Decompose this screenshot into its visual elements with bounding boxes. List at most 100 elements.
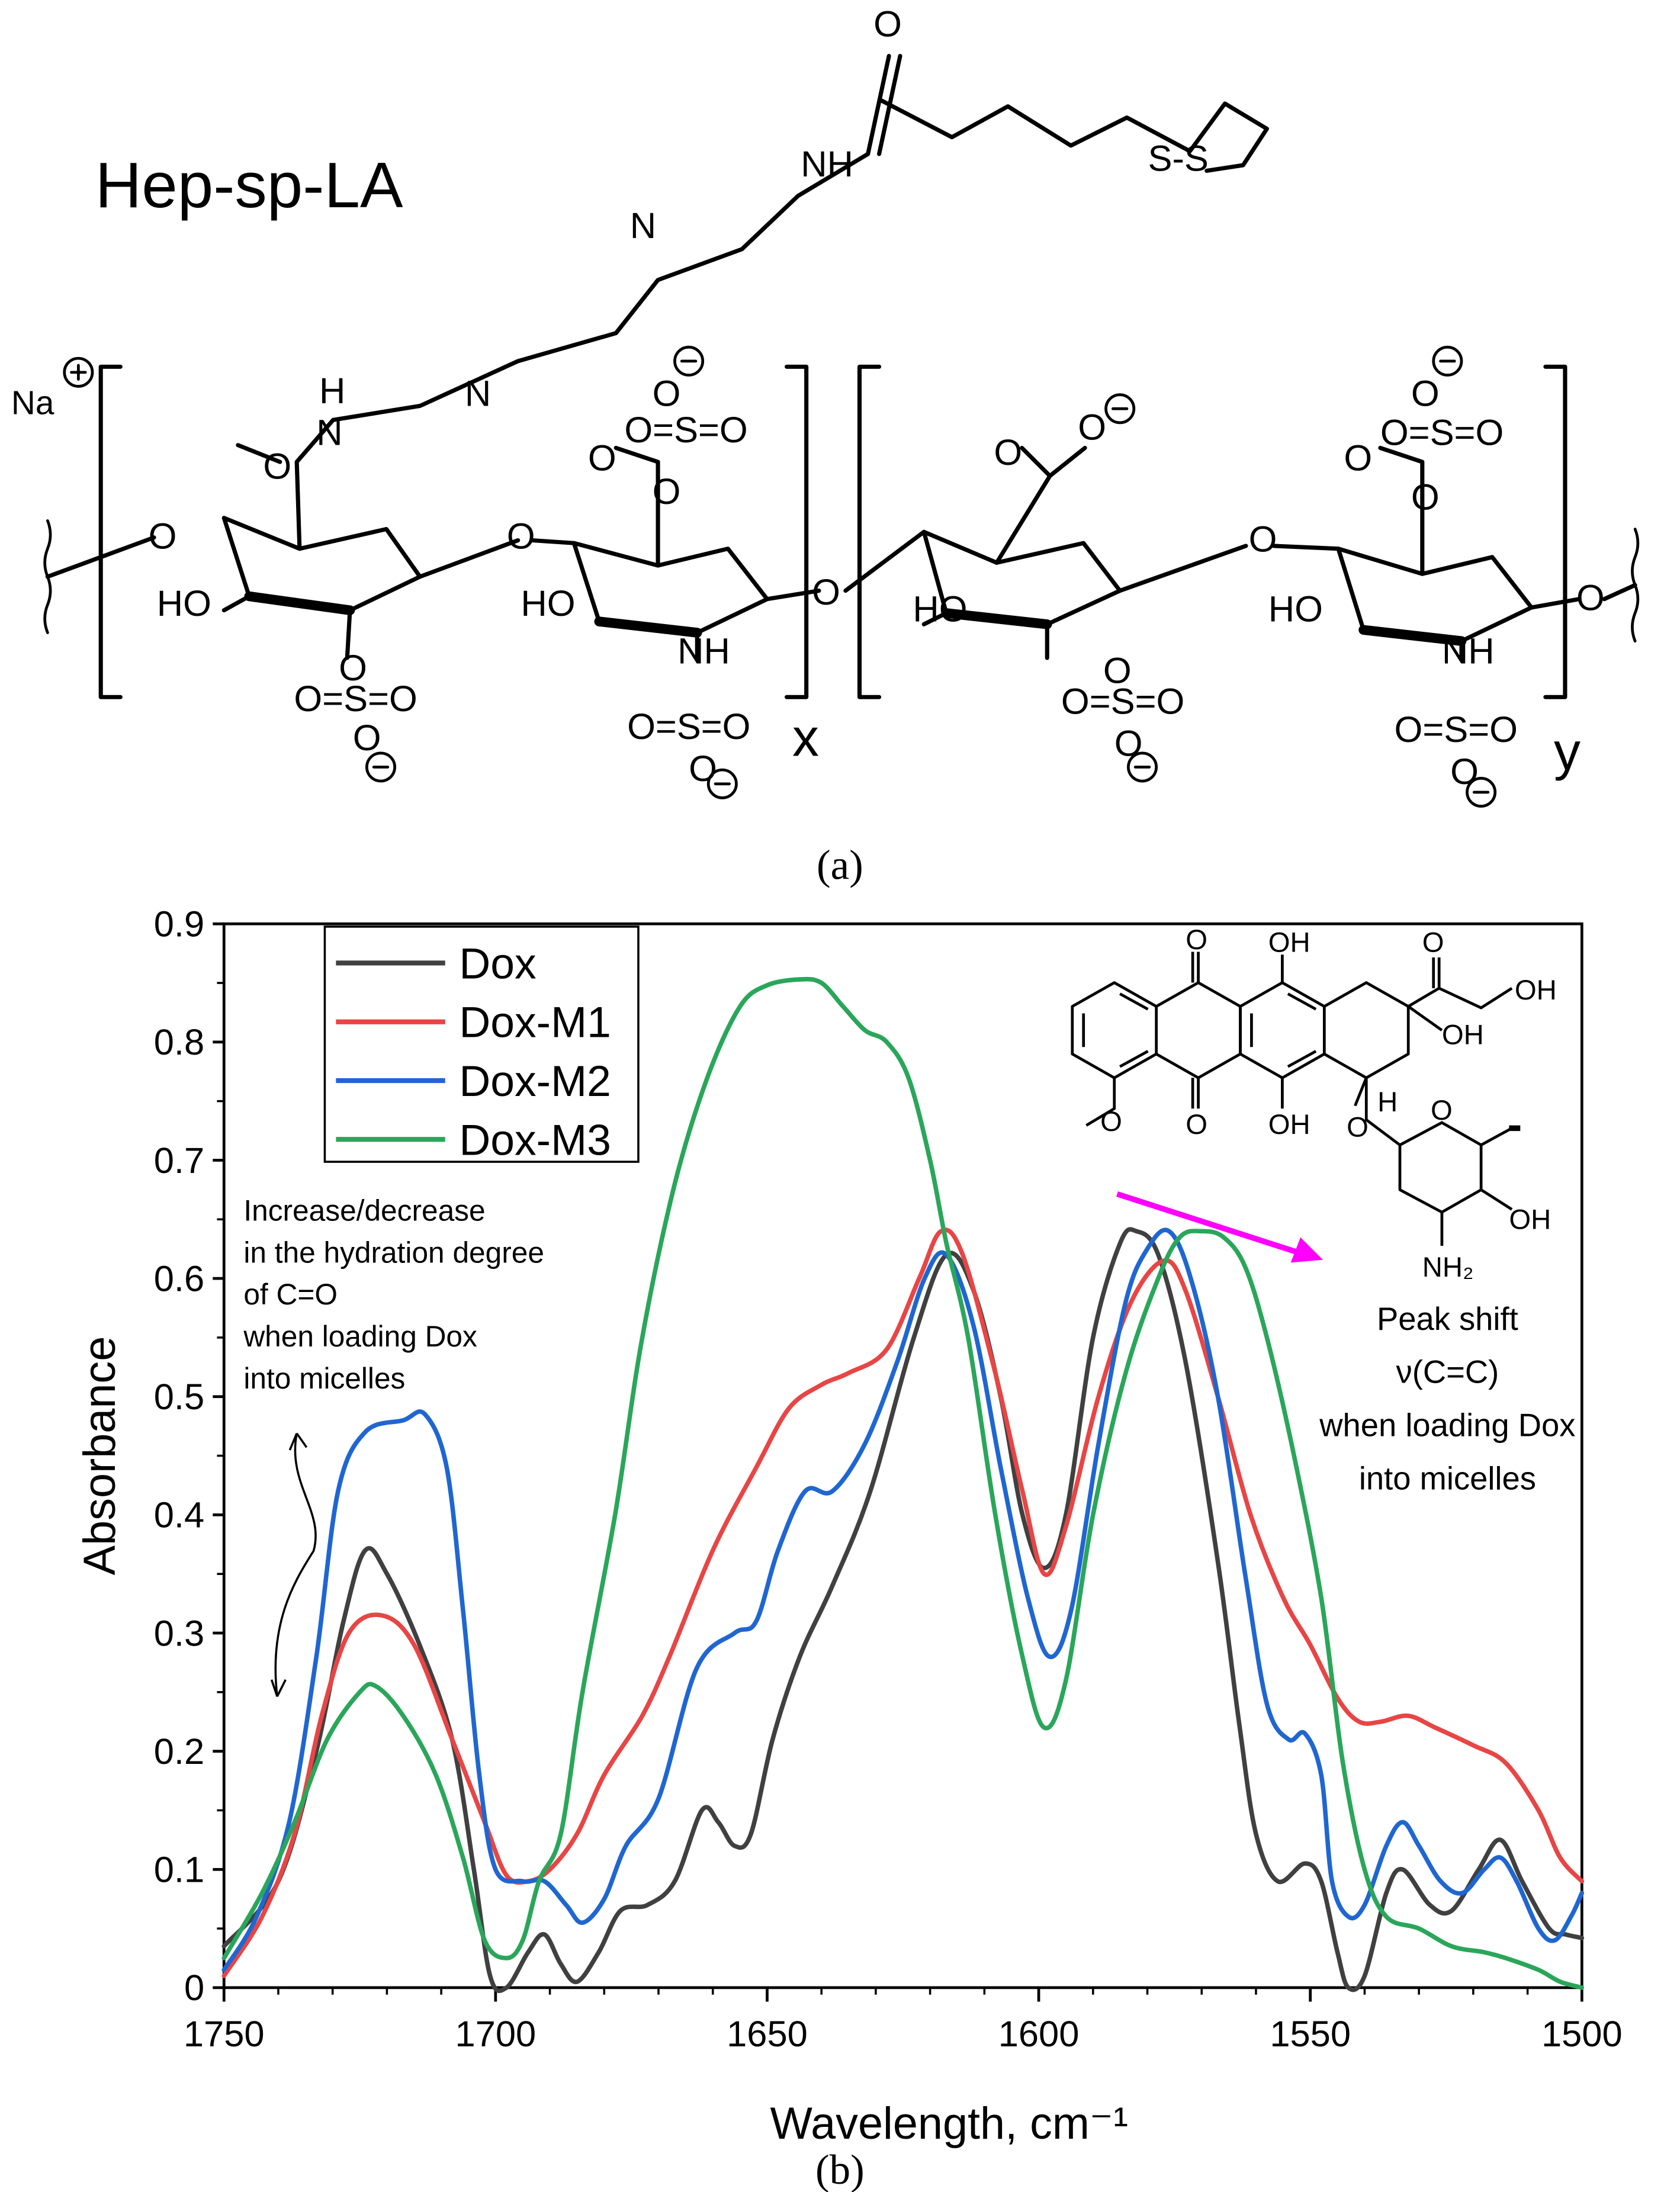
peak-shift-arrow bbox=[1116, 1191, 1300, 1256]
plus-charge-icon bbox=[63, 356, 94, 388]
legend-label: Dox bbox=[459, 939, 536, 988]
svg-text:H: H bbox=[1377, 1087, 1398, 1118]
bracket-left-1 bbox=[98, 364, 123, 699]
svg-text:O: O bbox=[653, 374, 681, 414]
svg-text:O: O bbox=[812, 572, 840, 613]
svg-text:O: O bbox=[1100, 1106, 1122, 1137]
svg-text:HO: HO bbox=[913, 589, 967, 630]
x-tick-label: 1750 bbox=[184, 2014, 265, 2055]
series-group bbox=[221, 976, 1585, 1993]
x-tick-label: 1700 bbox=[455, 2014, 536, 2055]
svg-text:N: N bbox=[316, 413, 342, 454]
svg-text:O: O bbox=[1347, 1112, 1369, 1143]
negative-charge-icons bbox=[365, 345, 1497, 808]
curved-double-arrow-icon bbox=[274, 1433, 317, 1697]
svg-text:O: O bbox=[1422, 927, 1444, 959]
hydration-annotation: Increase/decrease in the hydration degree… bbox=[243, 1194, 544, 1395]
hydration-text-line: of C=O bbox=[243, 1278, 338, 1311]
svg-text:O: O bbox=[689, 748, 717, 789]
svg-text:NH: NH bbox=[1442, 631, 1495, 672]
y-tick-label: 0.1 bbox=[154, 1850, 204, 1891]
svg-text:O: O bbox=[1114, 724, 1143, 764]
caption-a: (a) bbox=[817, 843, 863, 889]
bracket-right-1 bbox=[785, 364, 809, 699]
y-tick-label: 0.7 bbox=[154, 1140, 204, 1181]
x-tick-label: 1650 bbox=[727, 2014, 808, 2055]
svg-text:OH: OH bbox=[1442, 1020, 1484, 1051]
svg-text:N: N bbox=[465, 374, 491, 414]
peak-shift-text-line: when loading Dox bbox=[1319, 1407, 1575, 1443]
svg-text:O: O bbox=[339, 648, 367, 689]
svg-text:N: N bbox=[630, 205, 656, 246]
y-tick-label: 0.8 bbox=[154, 1022, 204, 1063]
x-axis-ticks: 1750 1700 1650 1600 1550 1500 bbox=[184, 1987, 1623, 2055]
x-tick-label: 1550 bbox=[1270, 2014, 1351, 2055]
panel-b-chart: 0 0.1 0.2 0.3 0.4 0.5 0.6 0.7 0.8 0.9 1750 1700 165… bbox=[75, 904, 1623, 2192]
y-tick-label: 0 bbox=[184, 1968, 204, 2008]
x-tick-label: 1600 bbox=[998, 2014, 1080, 2055]
series-line-dox bbox=[221, 1227, 1585, 1993]
series-line-dox-m2 bbox=[221, 1227, 1585, 1972]
hydration-text-line: into micelles bbox=[243, 1362, 405, 1395]
svg-text:O: O bbox=[1411, 477, 1440, 518]
y-tick-label: 0.9 bbox=[154, 904, 204, 945]
svg-text:O: O bbox=[263, 446, 291, 487]
hydration-text-line: Increase/decrease bbox=[243, 1194, 485, 1227]
svg-text:HO: HO bbox=[521, 583, 575, 624]
svg-text:O: O bbox=[1344, 438, 1372, 478]
svg-text:OH: OH bbox=[1515, 975, 1557, 1006]
caption-b: (b) bbox=[815, 2147, 865, 2192]
svg-text:NH₂: NH₂ bbox=[1422, 1252, 1474, 1283]
sugar-ring-1 bbox=[221, 54, 1269, 660]
counterion-label: Na bbox=[11, 385, 54, 422]
peak-shift-text-line: into micelles bbox=[1359, 1460, 1536, 1496]
svg-text:O=S=O: O=S=O bbox=[624, 410, 747, 451]
repeat-label-x: x bbox=[792, 709, 819, 768]
peak-shift-text-line: ν(C=C) bbox=[1396, 1354, 1499, 1390]
svg-text:O: O bbox=[588, 438, 616, 478]
hydration-text-line: in the hydration degree bbox=[243, 1236, 544, 1269]
svg-text:OH: OH bbox=[1268, 1109, 1310, 1140]
peak-shift-annotation: Peak shift ν(C=C) when loading Dox into mic… bbox=[1319, 1301, 1575, 1496]
svg-text:O=S=O: O=S=O bbox=[1395, 709, 1518, 750]
svg-text:HO: HO bbox=[157, 583, 211, 624]
bracket-right-2 bbox=[1543, 364, 1567, 699]
svg-text:H: H bbox=[319, 371, 345, 412]
svg-text:HO: HO bbox=[1268, 589, 1323, 630]
sugar-ring-4 bbox=[1271, 445, 1582, 660]
svg-text:O: O bbox=[1103, 651, 1132, 692]
svg-text:O: O bbox=[1186, 1109, 1207, 1140]
svg-text:NH: NH bbox=[801, 144, 853, 185]
legend: Dox Dox-M1 Dox-M2 Dox-M3 bbox=[323, 925, 640, 1164]
legend-label: Dox-M3 bbox=[459, 1116, 611, 1164]
y-tick-label: 0.5 bbox=[154, 1377, 204, 1418]
hydration-text-line: when loading Dox bbox=[243, 1320, 477, 1353]
x-axis-label: Wavelength, cm⁻¹ bbox=[770, 2099, 1128, 2149]
svg-text:O: O bbox=[1078, 407, 1106, 448]
svg-text:O: O bbox=[1249, 519, 1277, 560]
svg-text:O: O bbox=[1431, 1095, 1453, 1126]
svg-text:O: O bbox=[353, 718, 381, 758]
svg-text:O: O bbox=[873, 4, 902, 44]
svg-text:O: O bbox=[994, 432, 1022, 473]
svg-text:O: O bbox=[1411, 374, 1440, 414]
legend-label: Dox-M1 bbox=[459, 998, 611, 1047]
svg-text:OH: OH bbox=[1509, 1204, 1551, 1236]
legend-label: Dox-M2 bbox=[459, 1057, 611, 1105]
svg-text:O: O bbox=[1186, 924, 1207, 956]
sugar-ring-3 bbox=[843, 445, 1248, 660]
legend-box bbox=[323, 925, 640, 1163]
peak-shift-arrowhead bbox=[1290, 1237, 1323, 1263]
sulfonate-labels: O N H O HO O O=S=O O O HO O O=S=O O O NH… bbox=[149, 4, 1605, 792]
doxorubicin-labels: O OH O OH OH O OH O H O O OH NH₂ bbox=[1100, 924, 1557, 1283]
svg-text:O: O bbox=[1576, 578, 1605, 619]
structure-title: Hep-sp-LA bbox=[95, 150, 403, 221]
doxorubicin-structure bbox=[1071, 952, 1521, 1246]
svg-text:O: O bbox=[149, 516, 177, 557]
repeat-label-y: y bbox=[1554, 722, 1581, 782]
peak-shift-text-line: Peak shift bbox=[1377, 1301, 1518, 1337]
svg-text:S-S: S-S bbox=[1148, 138, 1208, 179]
svg-text:OH: OH bbox=[1268, 927, 1310, 959]
svg-text:O: O bbox=[653, 471, 681, 512]
